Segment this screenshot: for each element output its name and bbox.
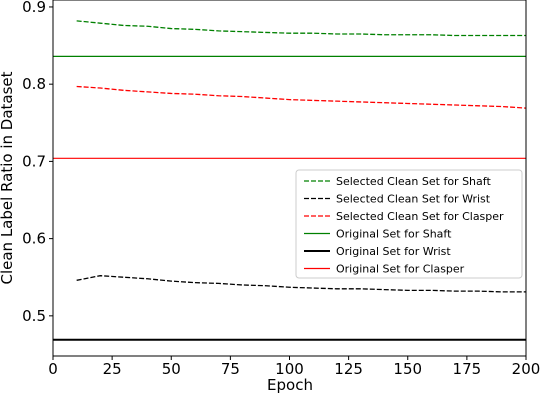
legend-label: Original Set for Shaft <box>336 228 452 241</box>
x-tick-label: 25 <box>103 360 122 378</box>
series-line <box>76 275 526 293</box>
legend-box <box>295 169 523 279</box>
x-axis-label: Epoch <box>267 376 313 394</box>
y-tick-label: 0.7 <box>22 152 46 170</box>
series-line <box>76 20 526 37</box>
y-axis-label: Clean Label Ratio in Dataset <box>0 71 16 284</box>
x-tick-label: 150 <box>393 360 422 378</box>
y-tick-label: 0.5 <box>22 307 46 325</box>
x-tick-label: 50 <box>162 360 181 378</box>
legend-label: Selected Clean Set for Shaft <box>336 175 491 188</box>
x-tick-label: 75 <box>221 360 240 378</box>
x-tick-label: 100 <box>275 360 304 378</box>
legend-label: Selected Clean Set for Clasper <box>336 210 504 223</box>
y-tick-label: 0.6 <box>22 230 46 248</box>
y-tick-label: 0.8 <box>22 75 46 93</box>
x-tick-label: 125 <box>334 360 363 378</box>
legend-label: Selected Clean Set for Wrist <box>336 193 491 206</box>
x-tick-label: 175 <box>453 360 482 378</box>
series-line <box>76 85 527 109</box>
x-tick-label: 0 <box>48 360 58 378</box>
x-tick-label: 200 <box>512 360 541 378</box>
y-tick-label: 0.9 <box>22 0 46 16</box>
legend-label: Original Set for Wrist <box>336 245 451 258</box>
legend-label: Original Set for Clasper <box>336 263 465 276</box>
legend: Selected Clean Set for Shaft Selected Cle… <box>295 169 523 279</box>
